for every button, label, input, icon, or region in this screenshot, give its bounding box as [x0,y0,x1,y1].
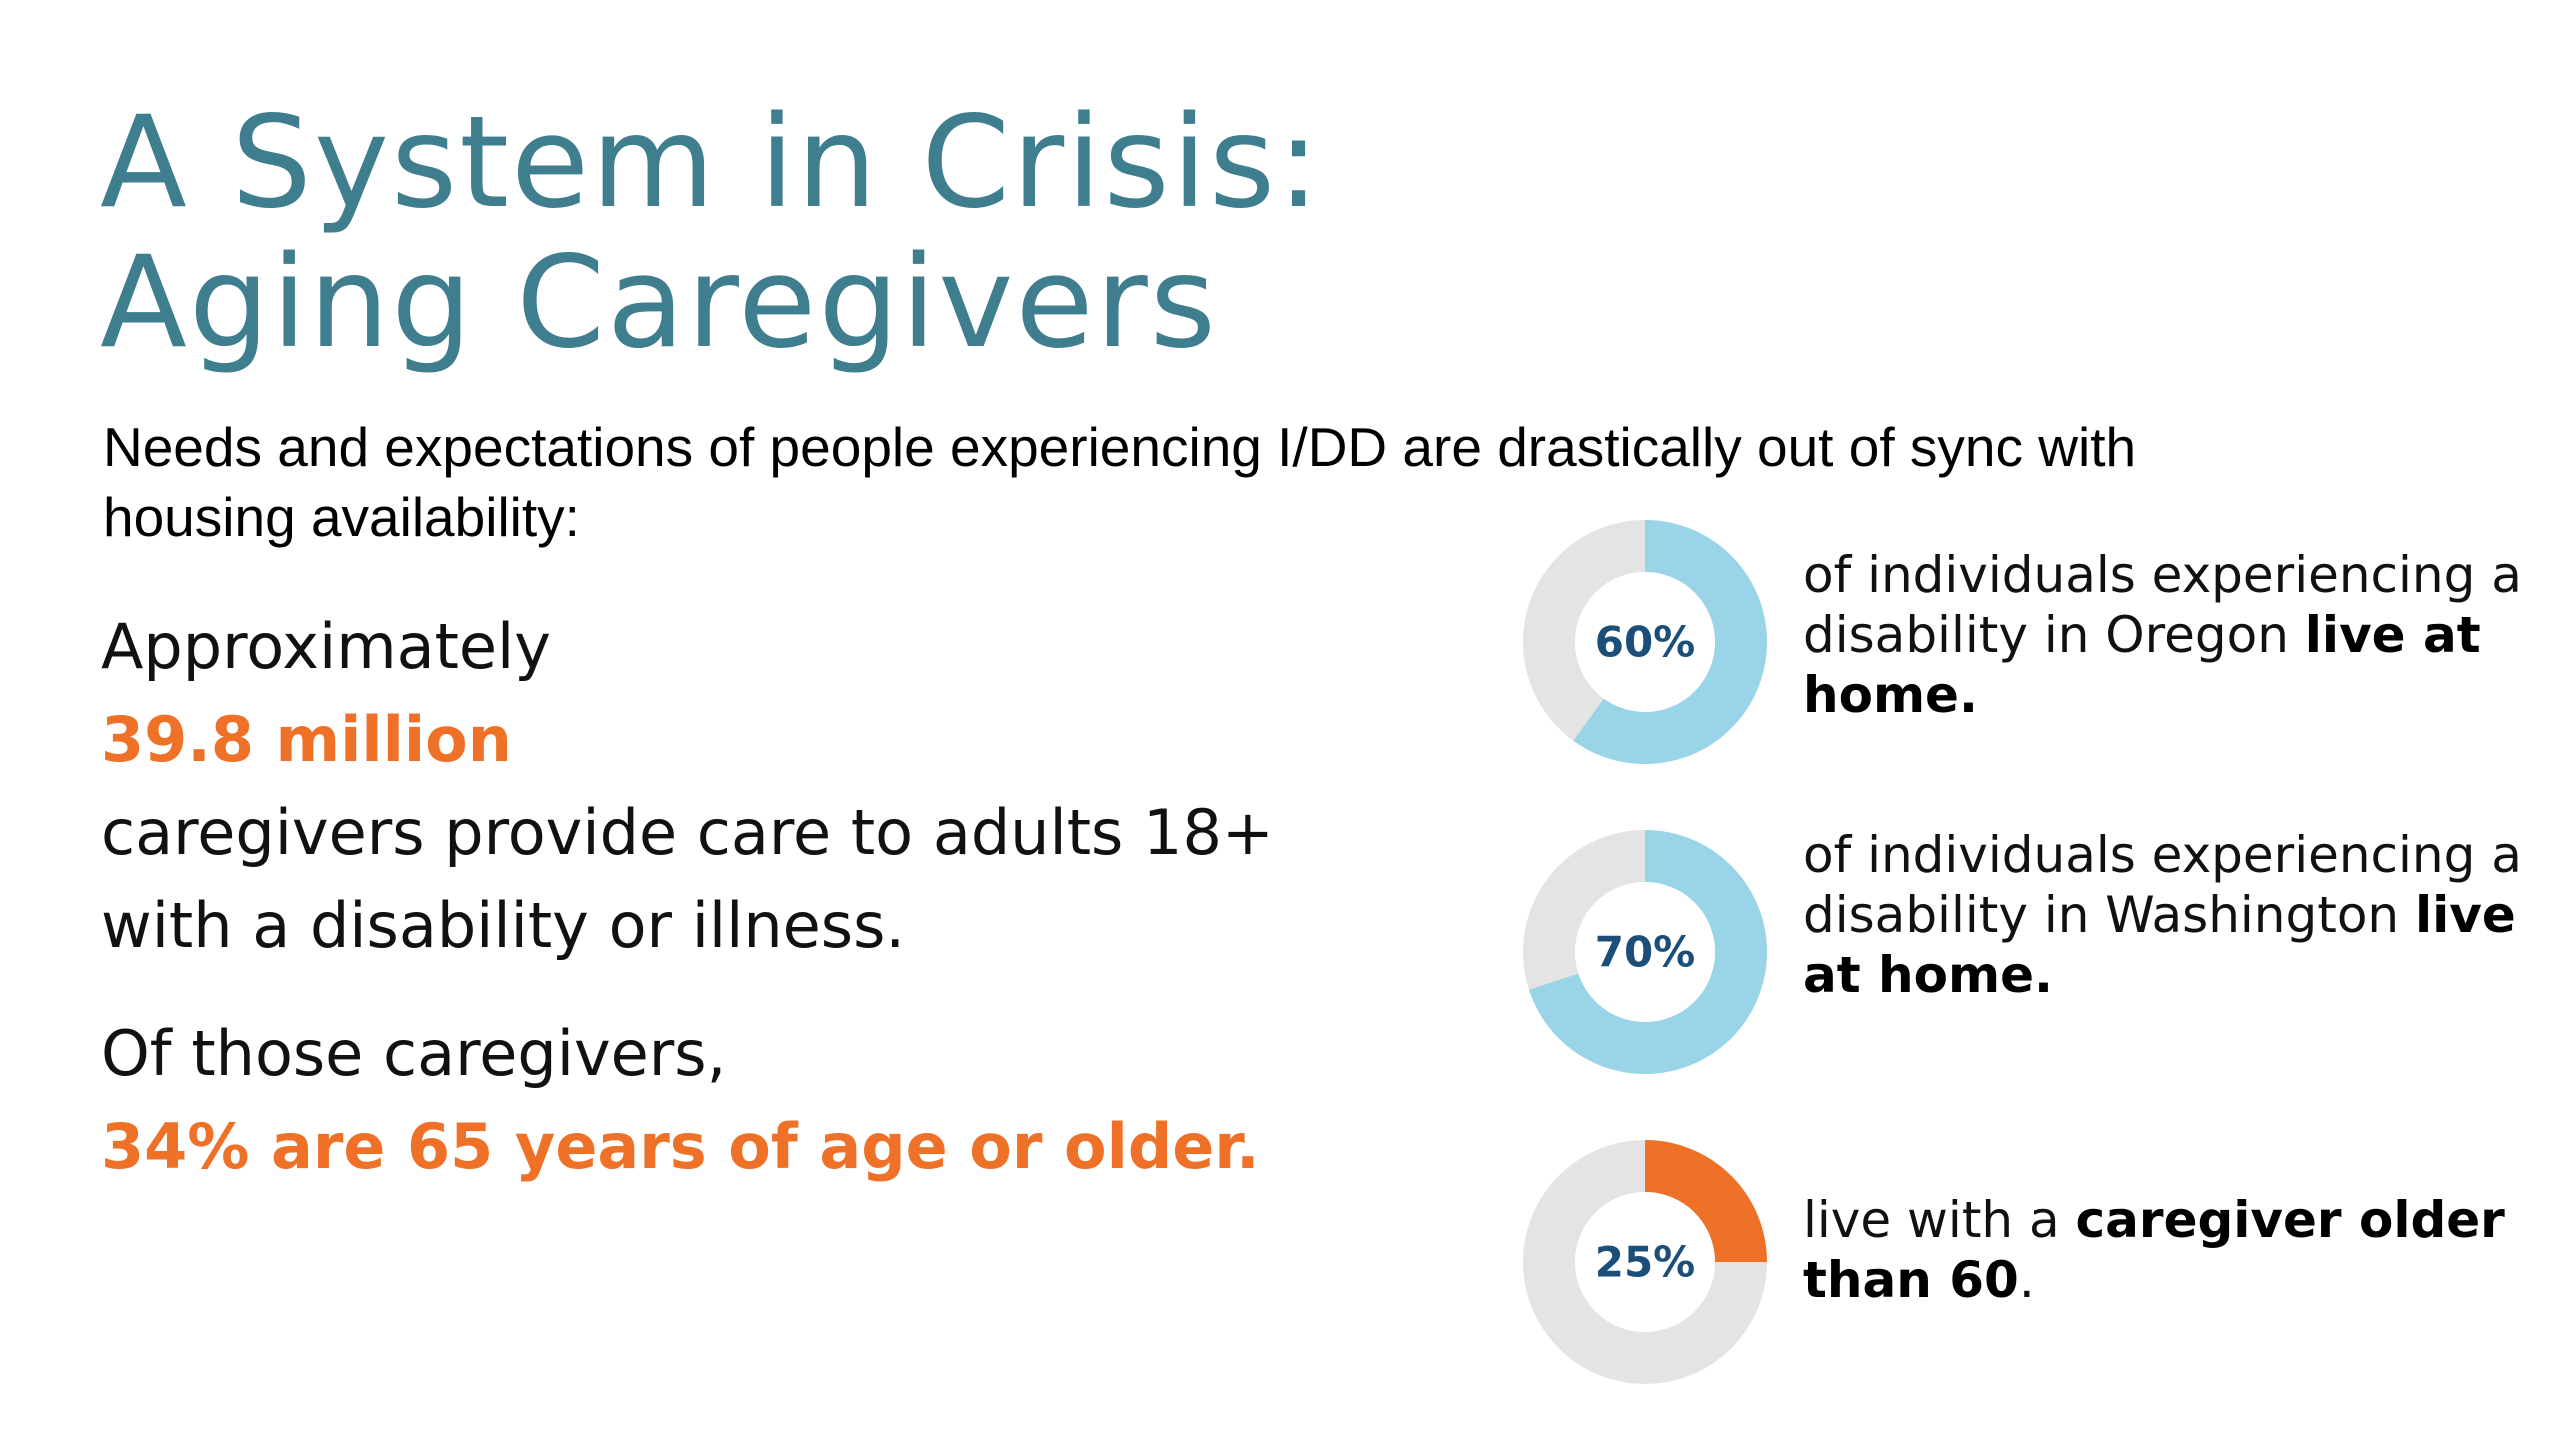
title-line-1: A System in Crisis: [100,88,1322,236]
stat-text-bold: live at home. [1803,606,2481,724]
caregivers-text-line-1: caregivers provide care to adults 18+ [101,796,1274,869]
stat-text-bold: live at home. [1803,886,2516,1004]
stat-description: of individuals experiencing a disability… [1803,825,2523,1005]
stat-older-caregiver: 25% live with a caregiver older than 60. [1520,1137,2540,1387]
donut-value-arc [1644,1140,1767,1263]
stat-text-bold: caregiver older than 60 [1803,1191,2505,1309]
stat-oregon: 60% of individuals experiencing a disabi… [1520,517,2540,767]
donut-svg-older-caregiver: 25% [1523,1140,1767,1384]
donut-hole [1575,1192,1715,1332]
stat-text-after: . [2018,1251,2035,1309]
donut-hole [1575,882,1715,1022]
donut-svg-washington: 70% [1523,830,1767,1074]
donut-percent-label: 25% [1595,1238,1696,1287]
donut-svg-oregon: 60% [1523,520,1767,764]
caregivers-text-line-2: with a disability or illness. [101,889,906,962]
donut-value-arc [1528,830,1767,1074]
caregiver-count: 39.8 million [101,703,512,776]
of-those-text: Of those caregivers, [101,1017,727,1090]
donut-percent-label: 70% [1595,928,1696,977]
donut-chart-oregon: 60% [1520,517,1770,767]
stat-description: live with a caregiver older than 60. [1803,1190,2523,1310]
stat-description: of individuals experiencing a disability… [1803,545,2523,725]
stat-text-plain: of individuals experiencing a disability… [1803,826,2522,944]
donut-chart-washington: 70% [1520,827,1770,1077]
stat-washington: 70% of individuals experiencing a disabi… [1520,825,2540,1077]
caregiver-facts: Approximately 39.8 million caregivers pr… [101,600,1501,1193]
stat-text-plain: live with a [1803,1191,2076,1249]
stat-text-plain: of individuals experiencing a disability… [1803,546,2522,664]
donut-hole [1575,572,1715,712]
subtitle: Needs and expectations of people experie… [103,416,2137,548]
approximately-text: Approximately [101,610,551,683]
donut-value-arc [1573,520,1767,764]
title-line-2: Aging Caregivers [100,228,1218,376]
page-title: A System in Crisis: Aging Caregivers [100,92,1322,372]
older-caregivers-text: 34% are 65 years of age or older. [101,1110,1260,1183]
donut-percent-label: 60% [1595,618,1696,667]
donut-chart-older-caregiver: 25% [1520,1137,1770,1387]
